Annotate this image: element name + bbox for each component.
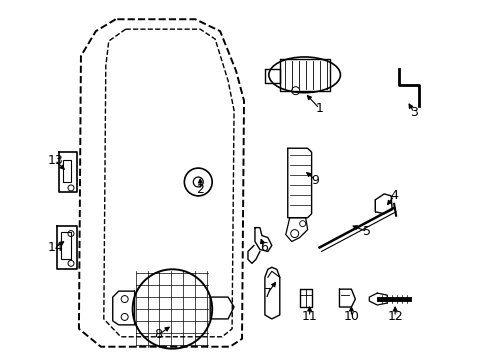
Text: 3: 3	[409, 106, 417, 119]
Text: 8: 8	[154, 328, 162, 341]
Text: 7: 7	[264, 287, 271, 300]
Text: 11: 11	[301, 310, 317, 323]
Text: 5: 5	[363, 225, 370, 238]
Text: 10: 10	[343, 310, 359, 323]
Text: 1: 1	[315, 102, 323, 115]
Text: 13: 13	[47, 154, 63, 167]
Text: 4: 4	[389, 189, 397, 202]
Text: 2: 2	[196, 184, 204, 197]
Text: 14: 14	[47, 241, 63, 254]
Bar	[63, 160, 71, 182]
Text: 12: 12	[386, 310, 402, 323]
Text: 6: 6	[260, 241, 267, 254]
Bar	[61, 231, 71, 260]
Text: 9: 9	[311, 174, 319, 186]
